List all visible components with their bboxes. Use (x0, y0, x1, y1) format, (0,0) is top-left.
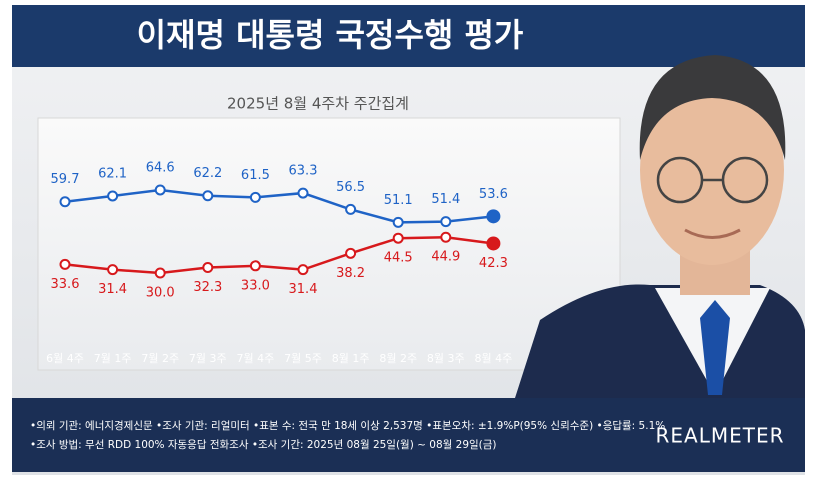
data-label: 62.2 (193, 166, 222, 181)
x-tick-label: 8월 1주 (332, 352, 370, 365)
data-point (392, 216, 404, 228)
data-point (486, 236, 501, 251)
data-label: 44.9 (431, 250, 460, 265)
plot-area (37, 117, 621, 371)
data-label: 33.6 (51, 277, 80, 292)
data-point (59, 258, 71, 270)
chart-title: 이재명 대통령 국정수행 평가 (137, 16, 524, 54)
data-point (392, 232, 404, 244)
data-point (297, 264, 309, 276)
data-label: 61.5 (241, 168, 270, 183)
series-line (64, 188, 494, 224)
data-label: 38.2 (336, 266, 365, 281)
data-point (249, 191, 261, 203)
series-line (64, 235, 494, 275)
data-label: 33.0 (241, 278, 270, 293)
footer-note: •조사 방법: 무선 RDD 100% 자동응답 전화조사 •조사 기간: 20… (30, 438, 497, 451)
data-label: 32.3 (193, 280, 222, 295)
data-point (107, 190, 119, 202)
x-tick-label: 8월 4주 (475, 352, 513, 365)
portrait (515, 55, 805, 398)
data-label: 42.3 (479, 256, 508, 271)
x-tick-label: 8월 2주 (379, 352, 417, 365)
data-label: 64.6 (146, 160, 175, 175)
data-label: 59.7 (51, 172, 80, 187)
data-point (202, 261, 214, 273)
data-point (297, 187, 309, 199)
x-tick-label: 8월 3주 (427, 352, 465, 365)
data-label: 51.4 (431, 192, 460, 207)
data-point (345, 247, 357, 259)
data-point (154, 267, 166, 279)
x-tick-label: 7월 1주 (94, 352, 132, 365)
data-point (202, 190, 214, 202)
x-tick-label: 7월 2주 (141, 352, 179, 365)
header-band (12, 5, 805, 67)
brand: REALMETER (656, 424, 785, 448)
x-tick-label: 7월 3주 (189, 352, 227, 365)
data-point (107, 264, 119, 276)
data-label: 56.5 (336, 180, 365, 195)
data-point (154, 184, 166, 196)
x-tick-label: 7월 4주 (237, 352, 275, 365)
x-tick-label: 6월 4주 (46, 352, 84, 365)
data-point (59, 196, 71, 208)
data-point (486, 209, 501, 224)
chart-subtitle: 2025년 8월 4주차 주간집계 (227, 95, 409, 113)
footer-band (12, 398, 805, 472)
data-point (440, 216, 452, 228)
data-point (345, 203, 357, 215)
data-label: 31.4 (98, 282, 127, 297)
data-label: 62.1 (98, 166, 127, 181)
data-label: 53.6 (479, 187, 508, 202)
data-label: 31.4 (289, 282, 318, 297)
data-label: 30.0 (146, 286, 175, 301)
data-point (249, 260, 261, 272)
x-tick-label: 7월 5주 (284, 352, 322, 365)
data-label: 51.1 (384, 193, 413, 208)
data-label: 63.3 (289, 164, 318, 179)
data-label: 44.5 (384, 251, 413, 266)
footer-note: •의뢰 기관: 에너지경제신문 •조사 기관: 리얼미터 •표본 수: 전국 만… (30, 419, 665, 432)
data-point (440, 231, 452, 243)
